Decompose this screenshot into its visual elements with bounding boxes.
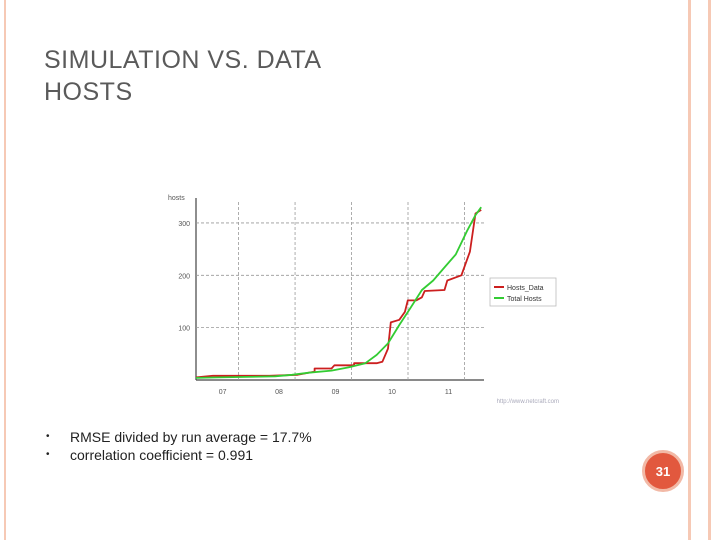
source-credit: http://www.netcraft.com [497, 399, 559, 405]
page-number-badge: 31 [642, 450, 684, 492]
decorative-stripe-right-2 [708, 0, 711, 540]
x-tick-label: 07 [219, 389, 227, 396]
y-axis-label: hosts [168, 195, 185, 202]
bullet-text-rmse: RMSE divided by run average = 17.7% [70, 429, 312, 445]
bullet-item: • correlation coefficient = 0.991 [46, 446, 312, 464]
bullet-dot: • [46, 431, 50, 442]
series-line-total-hosts [195, 206, 482, 379]
bullet-list: • RMSE divided by run average = 17.7% • … [46, 428, 312, 464]
bullet-text-correlation: correlation coefficient = 0.991 [70, 447, 254, 463]
hosts-chart: hosts 100 200 300 07 08 09 10 11 Hosts_Data Total … [164, 190, 564, 406]
slide-title-line-2: HOSTS [44, 78, 133, 106]
series-line-hosts-data [195, 209, 482, 379]
x-tick-label: 08 [275, 389, 283, 396]
x-tick-label: 11 [445, 389, 452, 396]
x-tick-label: 09 [332, 389, 340, 396]
legend-box [489, 277, 557, 307]
legend-label: Total Hosts [507, 296, 542, 303]
legend-label: Hosts_Data [507, 285, 544, 292]
x-tick-label: 10 [388, 389, 396, 396]
y-tick-label: 200 [178, 273, 190, 280]
decorative-stripe-right-1 [688, 0, 691, 540]
y-tick-label: 100 [178, 326, 190, 333]
bullet-dot: • [46, 449, 50, 460]
y-tick-label: 300 [178, 221, 190, 228]
slide-title-line-1: SIMULATION VS. DATA [44, 46, 322, 74]
decorative-stripe-left [4, 0, 6, 540]
slide-title: SIMULATION VS. DATA HOSTS [44, 44, 322, 108]
bullet-item: • RMSE divided by run average = 17.7% [46, 428, 312, 446]
hosts-chart-svg: hosts 100 200 300 07 08 09 10 11 Hosts_Data Total … [168, 195, 559, 405]
